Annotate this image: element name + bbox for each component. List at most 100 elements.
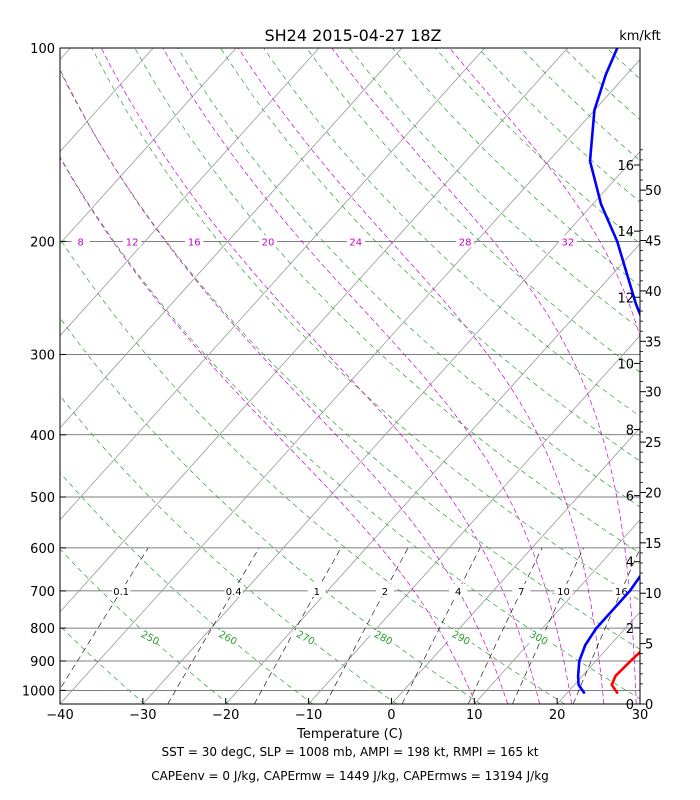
moist-adiabat [100,48,540,704]
theta-e-label-bg [346,235,365,248]
theta-label-bg [214,630,241,644]
dry-adiabat [435,48,640,245]
kft-tick-label: 10 [645,587,662,602]
isotherm [60,48,568,613]
mixing-ratio-label: 1 [314,587,320,598]
kft-tick-label: 50 [645,184,662,199]
moist-adiabat [449,48,640,338]
moist-adiabat [237,48,605,704]
km-tick-label: 16 [617,159,634,174]
p-tick-label: 900 [30,655,55,670]
kft-tick-label: 30 [645,386,662,401]
isotherm [60,48,237,245]
dry-adiabat [650,48,700,704]
footer-line-1: SST = 30 degC, SLP = 1008 mb, AMPI = 198… [161,745,539,759]
series-dewpoint [576,48,640,694]
p-tick-label: 700 [30,585,55,600]
isotherm [639,703,640,704]
mixing-ratio-label-bg [449,583,468,597]
mixing-ratio-label-bg [307,583,326,597]
kft-tick-label: 25 [645,436,662,451]
km-tick-label: 14 [617,225,634,240]
km-tick-label: 4 [626,556,634,571]
theta-e-label-bg [456,235,475,248]
x-tick-label: −30 [129,708,156,723]
km-tick-label: 0 [626,698,634,713]
kft-tick-label: 45 [645,235,662,250]
plot-border [59,47,641,705]
mixing-ratio-line [325,547,409,704]
dry-adiabat [220,48,640,462]
km-tick-label: 6 [626,490,634,505]
plot-frame: −40 −30 −20 −10 0 10 20 30100200300400500600700… [22,42,662,723]
theta-label-bg [447,630,474,644]
dry-adiabat [177,48,640,508]
dry-adiabat [60,548,229,704]
x-tick-label: 0 [387,708,395,723]
isotherm [391,427,640,704]
dry-adiabat [563,48,640,121]
dry-adiabat [477,48,640,203]
isotherm [60,48,485,521]
p-tick-label: 500 [30,491,55,506]
dry-adiabat [134,48,640,554]
mixing-ratio-label-bg [224,583,243,597]
chart-title: SH24 2015-04-27 18Z [264,26,441,45]
km-tick-label: 8 [626,424,634,439]
theta-e-label: 24 [349,237,362,248]
theta-e-label: 20 [262,237,275,248]
kft-tick-label: 40 [645,285,662,300]
mixing-ratio-label: 7 [518,587,524,598]
isotherm [556,611,640,704]
mixing-ratio-label: 0.1 [113,587,129,598]
isotherm [225,243,640,704]
km-tick-label: 2 [626,622,634,637]
theta-e-label: 32 [562,237,575,248]
x-tick-label: −40 [46,708,73,723]
km-tick-label: 12 [617,291,634,306]
kft-tick-label: 35 [645,335,662,350]
theta-e-label-bg [123,235,142,248]
p-tick-label: 400 [30,429,55,444]
x-tick-label: 20 [549,708,566,723]
theta-e-label: 28 [459,237,472,248]
km-tick-label: 10 [617,357,634,372]
isotherm [473,519,640,704]
dry-adiabat [693,48,700,704]
theta-e-label-bg [258,235,277,248]
x-tick-label: 30 [632,708,649,723]
theta-e-label-bg [185,235,204,248]
mixing-ratio-label: 2 [382,587,388,598]
moist-adiabat [162,48,573,704]
mixing-ratio-line [512,547,584,704]
mixing-ratio-line [467,547,543,704]
mixing-ratio-line [401,547,481,704]
dry-adiabat [60,238,565,704]
mixing-ratio-label-bg [512,583,531,597]
dry-adiabat [60,156,640,700]
mixing-ratio-line [60,547,149,690]
x-tick-label: −20 [212,708,239,723]
theta-e-label: 12 [126,237,139,248]
dry-adiabat [263,48,640,417]
isotherm [60,58,640,704]
isotherm [60,48,154,153]
mixing-ratio-label-bg [112,583,131,597]
p-tick-label: 600 [30,542,55,557]
kft-tick-label: 15 [645,537,662,552]
mixing-ratio-label: 16 [615,587,628,598]
p-tick-label: 1000 [22,684,55,699]
height-unit-label: km/kft [619,29,661,44]
x-axis-label: Temperature (C) [296,727,403,742]
theta-e-label-bg [71,235,90,248]
kft-tick-label: 0 [645,698,653,713]
mixing-ratio-label-bg [375,583,394,597]
theta-label-bg [525,630,552,644]
mixing-ratio-line [167,547,260,704]
theta-label-bg [136,630,163,644]
kft-tick-label: 20 [645,486,662,501]
dry-adiabat [606,48,640,80]
footer-line-2: CAPEenv = 0 J/kg, CAPErmw = 1449 J/kg, C… [151,769,549,783]
